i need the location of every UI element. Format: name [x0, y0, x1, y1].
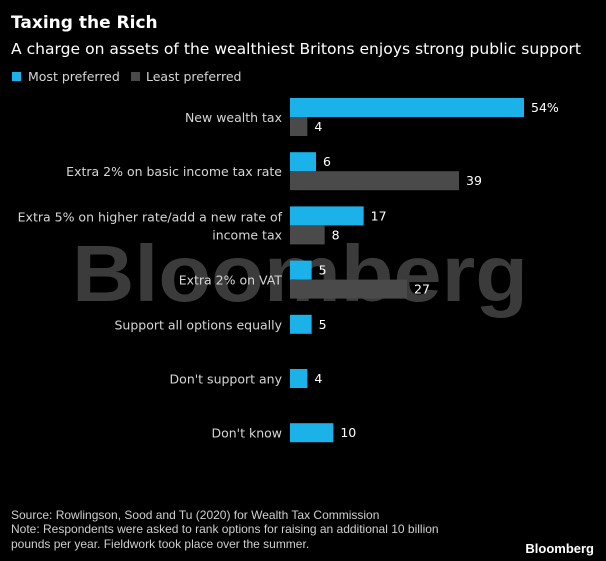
bar-least-preferred — [290, 117, 308, 136]
data-label: 10 — [340, 425, 356, 440]
data-label: 4 — [314, 119, 322, 134]
category-label: Don't support any — [170, 372, 283, 387]
bar-most-preferred — [290, 98, 524, 117]
bloomberg-brand: Bloomberg — [525, 541, 594, 556]
category-label: Support all options equally — [114, 317, 282, 332]
data-label: 5 — [319, 263, 327, 278]
category-label: Extra 2% on basic income tax rate — [66, 164, 282, 179]
data-label: 8 — [332, 227, 340, 242]
data-label: 4 — [314, 371, 322, 386]
bar-least-preferred — [290, 279, 407, 299]
data-label: 54% — [531, 100, 559, 115]
data-label: 39 — [466, 173, 482, 188]
bar-most-preferred — [290, 314, 312, 334]
bar-most-preferred — [290, 369, 308, 388]
bar-most-preferred — [290, 423, 334, 443]
legend-label-most-preferred: Most preferred — [28, 69, 120, 84]
category-label: income tax — [212, 227, 282, 242]
bar-least-preferred — [290, 225, 325, 245]
footnote-line-2: pounds per year. Fieldwork took place ov… — [11, 537, 309, 551]
legend-label-least-preferred: Least preferred — [146, 69, 241, 84]
data-label: 5 — [319, 317, 327, 332]
bar-least-preferred — [290, 171, 459, 191]
source-note: Source: Rowlingson, Sood and Tu (2020) f… — [11, 508, 379, 522]
category-label: Extra 5% on higher rate/add a new rate o… — [18, 209, 283, 224]
bar-most-preferred — [290, 260, 312, 280]
legend-swatch-least-preferred — [131, 72, 140, 81]
data-label: 27 — [414, 282, 430, 297]
bar-most-preferred — [290, 152, 316, 172]
plot-area: New wealth tax 54% 4 Extra 2% on basic inco… — [18, 98, 559, 443]
chart-title: Taxing the Rich — [11, 13, 158, 33]
category-label: Extra 2% on VAT — [179, 273, 283, 288]
data-label: 17 — [371, 208, 387, 223]
data-label: 6 — [323, 154, 331, 169]
legend-swatch-most-preferred — [12, 72, 21, 81]
legend: Most preferred Least preferred — [12, 69, 241, 84]
footer: Source: Rowlingson, Sood and Tu (2020) f… — [11, 508, 594, 556]
footnote-line-1: Note: Respondents were asked to rank opt… — [11, 522, 439, 536]
category-label: Don't know — [211, 426, 282, 441]
category-label: New wealth tax — [185, 110, 282, 125]
chart-subtitle: A charge on assets of the wealthiest Bri… — [11, 40, 581, 58]
bar-most-preferred — [290, 206, 364, 226]
